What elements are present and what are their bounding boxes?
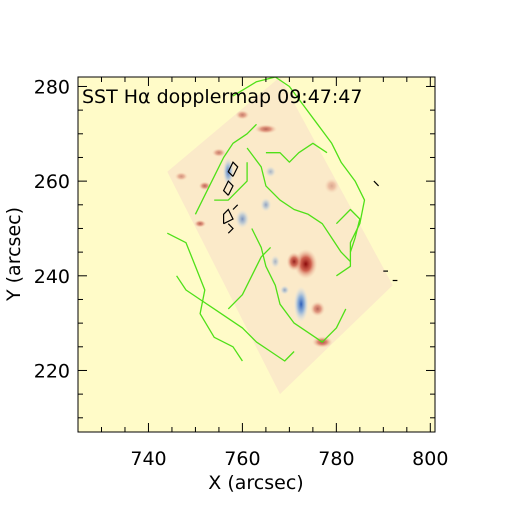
green-contour bbox=[251, 228, 347, 343]
y-axis-title: Y (arcsec) bbox=[3, 207, 25, 302]
blueshift-feature bbox=[265, 166, 277, 178]
chart-title: SST Hα dopplermap 09:47:47 bbox=[82, 86, 362, 108]
x-axis-title: X (arcsec) bbox=[208, 472, 303, 494]
blueshift-feature bbox=[280, 285, 290, 295]
green-contours bbox=[167, 77, 366, 362]
redshift-feature bbox=[254, 124, 278, 134]
green-contour bbox=[167, 232, 243, 362]
y-tick-label: 240 bbox=[34, 266, 70, 288]
green-contour bbox=[227, 246, 272, 310]
blueshift-feature bbox=[293, 286, 309, 323]
green-contour bbox=[335, 208, 361, 253]
green-contour bbox=[176, 275, 295, 362]
redshift-feature bbox=[194, 219, 207, 228]
green-contour bbox=[232, 77, 366, 277]
redshift-feature bbox=[174, 172, 188, 181]
blueshift-feature bbox=[235, 209, 250, 229]
plot-frame bbox=[77, 76, 436, 433]
black-contour bbox=[227, 223, 234, 234]
green-contour bbox=[265, 142, 328, 163]
blueshift-feature bbox=[260, 197, 272, 212]
x-tick-label: 780 bbox=[318, 448, 354, 470]
black-contour bbox=[222, 180, 234, 196]
black-contour bbox=[373, 180, 380, 187]
redshift-feature bbox=[310, 301, 326, 317]
axis-ticks bbox=[78, 77, 435, 432]
redshift-feature bbox=[286, 252, 302, 272]
black-contour bbox=[232, 204, 239, 210]
black-contours bbox=[222, 161, 398, 282]
y-tick-label: 220 bbox=[34, 361, 70, 383]
doppler-features bbox=[174, 110, 340, 348]
black-contour bbox=[223, 208, 234, 225]
redshift-feature bbox=[324, 178, 340, 194]
blueshift-feature bbox=[270, 255, 280, 269]
y-tick-label: 280 bbox=[34, 77, 70, 99]
green-contour bbox=[194, 123, 257, 215]
x-tick-label: 800 bbox=[412, 448, 448, 470]
y-tick-label: 260 bbox=[34, 171, 70, 193]
black-contour bbox=[227, 161, 239, 177]
x-tick-label: 760 bbox=[224, 448, 260, 470]
doppler-image-layer bbox=[167, 77, 398, 395]
x-tick-label: 740 bbox=[130, 448, 166, 470]
green-contour bbox=[246, 147, 351, 263]
redshift-feature bbox=[211, 148, 226, 157]
green-contour bbox=[214, 162, 248, 201]
redshift-feature bbox=[235, 110, 250, 120]
